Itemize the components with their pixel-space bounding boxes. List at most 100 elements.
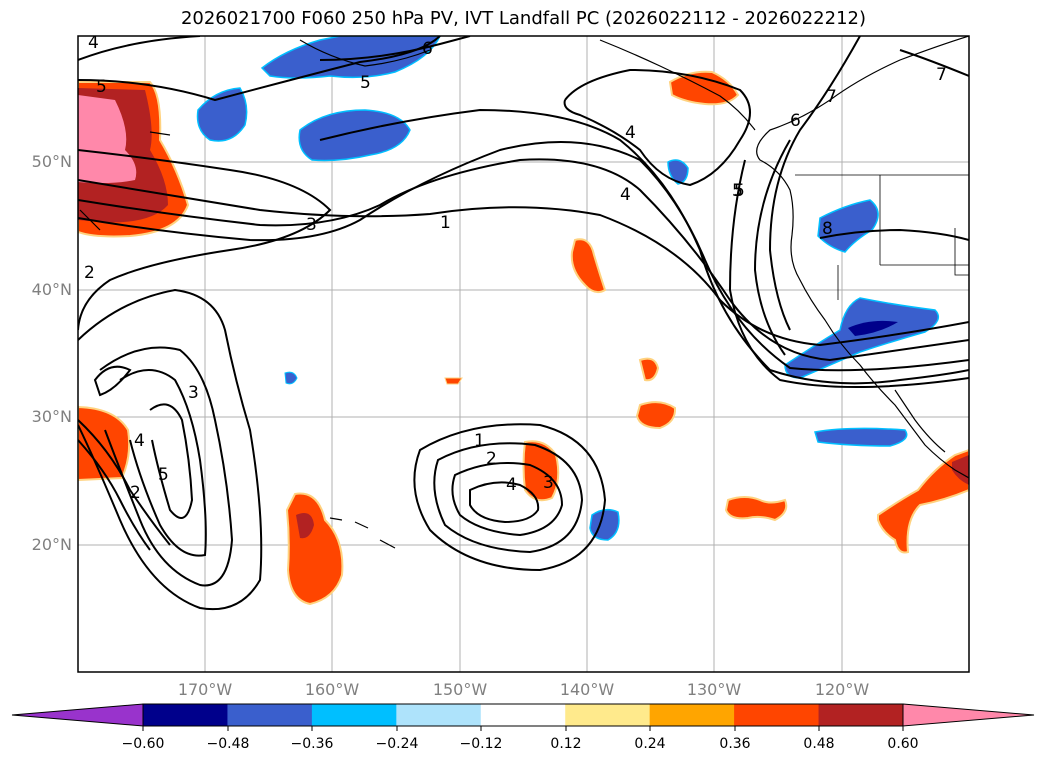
contour-label: 5 [732,181,743,201]
colorbar-extend-max [902,703,1035,727]
contour-6-east [753,139,791,356]
colorbar-tick-label: 0.48 [803,736,835,752]
contour-5-east [728,159,969,388]
positive-anomaly-fills [78,70,969,606]
colorbar-tick-label: −0.12 [459,736,503,752]
coastlines [79,36,969,549]
contour-label: 7 [826,87,837,107]
map-title: 2026021700 F060 250 hPa PV, IVT Landfall… [180,8,867,29]
contour-label: 4 [88,33,99,53]
contour-low-west-5 [93,365,132,397]
negative-blob-north-2 [196,87,248,142]
contour-1-long [78,179,969,347]
lon-label-120w: 120°W [814,680,870,699]
negative-blob-california [784,297,940,379]
contour-low-west-outer [78,288,263,611]
colorbar-segment [734,704,820,726]
contour-label: 6 [422,39,433,59]
coast-hawaii [329,517,396,549]
lat-label-20n: 20°N [31,535,72,554]
positive-blob-small-2 [635,401,677,430]
positive-blob-southeast-1 [724,496,788,522]
contour-lines [78,36,969,611]
contour-7-top [899,49,969,77]
contour-label: 7 [936,65,947,85]
contour-3-main [78,149,332,331]
contour-label: 2 [486,449,497,469]
contour-circle-2 [433,442,584,554]
contour-label: 5 [96,77,107,97]
lon-label-140w: 140°W [559,680,615,699]
contour-label: 1 [474,431,485,451]
positive-blob-small-3 [444,377,463,385]
lat-label-40n: 40°N [31,280,72,299]
colorbar-ticks [142,726,904,731]
lat-label-30n: 30°N [31,407,72,426]
lon-label-170w: 170°W [177,680,233,699]
contour-label-group: 4 5 6 5 7 4 6 5 4 3 1 2 3 4 5 2 1 2 4 3 … [84,33,947,503]
contour-north-5 [78,36,441,102]
contour-north-6 [319,36,471,61]
colorbar-frame [142,703,904,727]
contour-low-west-2 [99,346,234,587]
contour-label: 3 [543,473,554,493]
colorbar-tick-label: 0.12 [550,736,582,752]
positive-dark-southeast [952,455,969,485]
lat-label-50n: 50°N [31,152,72,171]
negative-blob-baja [814,427,908,447]
colorbar-segment [649,704,735,726]
colorbar-segment [227,704,313,726]
colorbar-tick-label: −0.48 [206,736,250,752]
contour-4-upper [563,68,751,187]
positive-blob-small-1 [638,357,660,382]
border-states [837,175,969,300]
contour-8-east [819,228,969,241]
colorbar-tick-label: 0.60 [887,736,919,752]
negative-anomaly-fills [196,36,940,541]
contour-low-west-4 [149,403,194,519]
colorbar-segment [818,704,904,726]
contour-label: 4 [134,431,145,451]
contour-west-arc [78,36,201,61]
contour-label: 2 [130,483,141,503]
contour-sw-tail-2 [78,439,151,551]
contour-label: 1 [440,213,451,233]
contour-label: 3 [188,383,199,403]
contour-label: 5 [734,181,745,201]
colorbar-segment [565,704,651,726]
colorbar-segment [396,704,482,726]
positive-blob-southeast-2 [877,448,969,554]
contour-label: 5 [360,73,371,93]
positive-blob-mid [570,238,607,294]
contour-circle-1 [413,423,607,572]
contour-label: 8 [822,219,833,239]
political-borders [795,174,969,300]
negative-dark-california [848,320,898,336]
colorbar [11,703,1035,731]
contour-label: 4 [620,185,631,205]
colorbar-segment [311,704,397,726]
contour-4-long [319,108,969,385]
contour-2-long [78,158,969,362]
colorbar-tick-label: 0.36 [719,736,751,752]
negative-blob-tiny [284,371,298,385]
contour-label: 4 [506,475,517,495]
contour-low-west-3 [119,369,207,557]
positive-pink-west-north [78,95,137,184]
colorbar-segment [143,704,228,726]
contour-sw-tail [78,419,171,546]
coast-north-america [756,36,969,479]
lon-label-130w: 130°W [686,680,742,699]
colorbar-extend-min [11,703,144,727]
colorbar-tick-label: −0.36 [290,736,334,752]
contour-label: 2 [84,263,95,283]
contour-3-long [78,141,969,372]
coast-aleutians [299,39,756,131]
map-plot-area [78,36,969,672]
coast-baja [894,389,946,453]
map-frame [77,35,970,673]
colorbar-tick-label: 0.24 [634,736,666,752]
negative-blob-north-3 [298,109,411,162]
contour-circle-3 [451,462,564,537]
